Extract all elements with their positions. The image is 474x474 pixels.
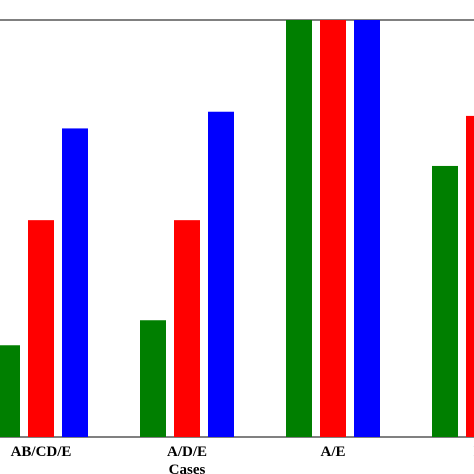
bar [286, 20, 312, 437]
bar [354, 20, 380, 437]
bar [432, 165, 458, 437]
bar [208, 111, 234, 438]
x-axis-label: Cases [169, 462, 206, 474]
x-tick-label: A/E [320, 444, 345, 460]
bar [62, 128, 88, 438]
bar [140, 320, 166, 437]
x-tick-label: AB/CD/E [11, 444, 72, 460]
x-tick-label: A/D/E [167, 444, 207, 460]
bar [320, 20, 346, 437]
bar [0, 345, 20, 437]
bar [174, 220, 200, 437]
bar [28, 220, 54, 437]
bar [466, 115, 474, 437]
